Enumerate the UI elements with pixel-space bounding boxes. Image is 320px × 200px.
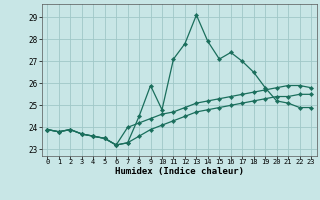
X-axis label: Humidex (Indice chaleur): Humidex (Indice chaleur) [115,167,244,176]
